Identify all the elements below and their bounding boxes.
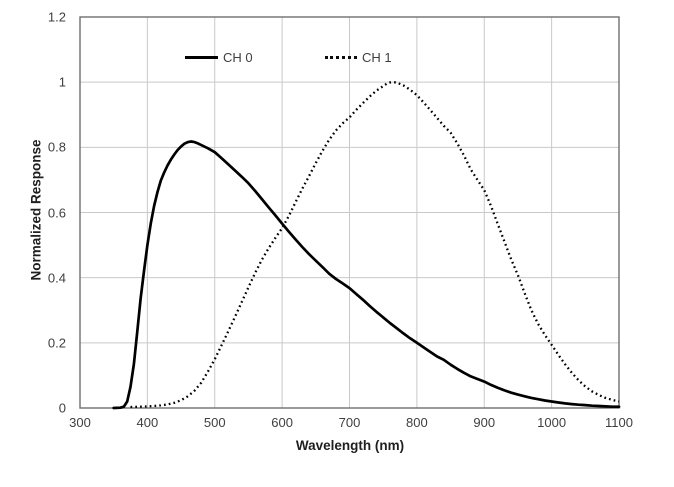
x-tick-label: 1000: [537, 415, 567, 430]
x-tick-label: 800: [406, 415, 428, 430]
x-tick-label: 700: [338, 415, 361, 430]
x-tick-label: 600: [271, 415, 293, 430]
x-tick-label: 400: [136, 415, 159, 430]
dotted-line-swatch: [325, 56, 357, 59]
x-tick-label: 300: [69, 415, 91, 430]
x-tick-label: 1100: [605, 415, 633, 430]
plot-border: [79, 16, 620, 409]
y-tick-label: 0: [58, 400, 66, 416]
legend-label-ch0: CH 0: [223, 50, 253, 65]
legend-label-ch1: CH 1: [362, 50, 392, 65]
x-axis-title: Wavelength (nm): [295, 438, 405, 453]
y-tick-label: 0.8: [47, 139, 66, 155]
solid-line-swatch: [185, 56, 218, 59]
curve-ch0: [112, 140, 621, 410]
x-tick-label: 500: [203, 415, 226, 430]
y-tick-label: 1.2: [47, 9, 66, 25]
y-tick-label: 0.2: [47, 335, 66, 351]
y-axis-title: Normalized Response: [28, 139, 44, 281]
x-tick-label: 900: [473, 415, 496, 430]
y-tick-label: 0.4: [47, 270, 66, 286]
y-tick-label: 1: [58, 74, 66, 90]
legend-entry-ch1: CH 1: [325, 50, 392, 65]
legend-entry-ch0: CH 0: [185, 50, 253, 65]
y-tick-label: 0.6: [47, 205, 66, 220]
curve-ch1: [130, 81, 620, 409]
